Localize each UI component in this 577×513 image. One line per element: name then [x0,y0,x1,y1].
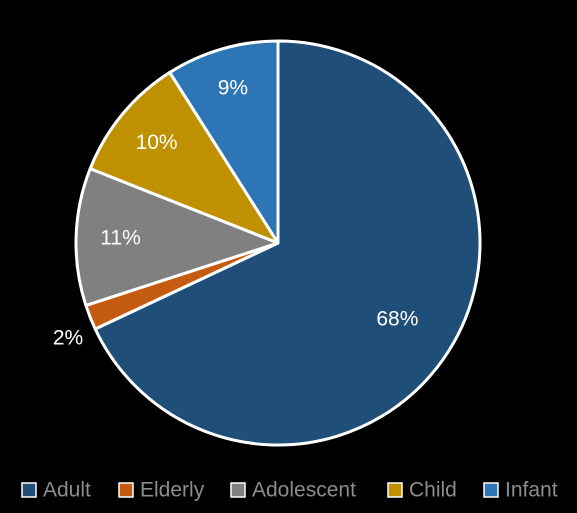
legend-label-elderly: Elderly [140,479,205,502]
legend-swatch-child [387,482,403,498]
legend-swatch-infant [483,482,499,498]
slice-label-infant: 9% [218,76,248,99]
legend-swatch-elderly [118,482,134,498]
pie-slice-adult [93,39,482,447]
legend-swatch-adult [21,482,37,498]
legend: Adult Elderly Adolescent Child Infant [21,479,558,502]
legend-swatch-adolescent [230,482,246,498]
pie-slice-adolescent [74,167,280,307]
slice-label-adult: 68% [376,307,418,330]
legend-label-infant: Infant [505,479,558,502]
slice-label-elderly: 2% [53,327,83,350]
pie-slice-child [88,70,280,245]
slice-label-child: 10% [136,131,178,154]
slice-labels: 68% 2% 11% 10% 9% [53,76,419,349]
legend-item-infant: Infant [483,479,558,502]
legend-item-adult: Adult [21,479,91,502]
legend-label-adolescent: Adolescent [252,479,356,502]
legend-label-child: Child [409,479,457,502]
legend-item-elderly: Elderly [118,479,205,502]
legend-item-adolescent: Adolescent [230,479,356,502]
pie-slices [74,39,482,447]
pie-slice-infant [168,39,280,245]
slice-label-adolescent: 11% [100,227,140,250]
legend-item-child: Child [387,479,457,502]
legend-label-adult: Adult [43,479,91,502]
